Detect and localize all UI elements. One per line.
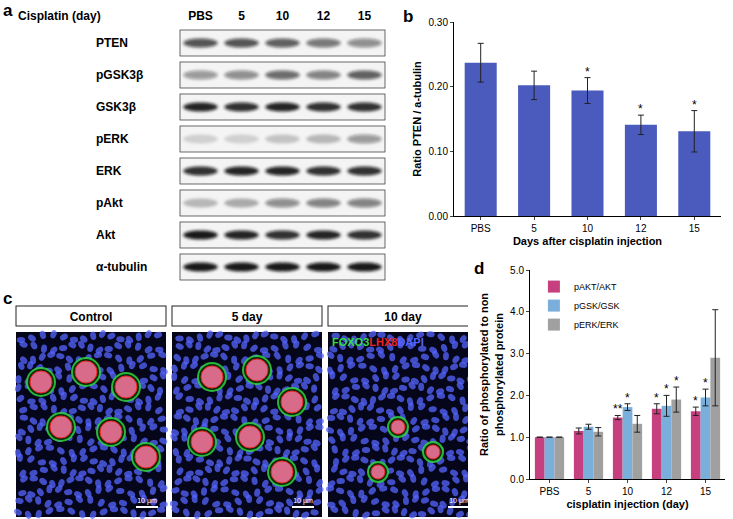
- svg-text:*: *: [664, 382, 669, 396]
- svg-text:cisplatin injection (day): cisplatin injection (day): [566, 498, 689, 510]
- svg-text:pERK: pERK: [96, 132, 129, 146]
- svg-text:*: *: [693, 394, 698, 408]
- svg-text:5.0: 5.0: [510, 265, 524, 276]
- svg-text:Control: Control: [70, 310, 113, 324]
- svg-text:10: 10: [582, 223, 594, 234]
- svg-text:12: 12: [635, 223, 647, 234]
- svg-text:*: *: [703, 376, 708, 390]
- svg-text:5: 5: [531, 223, 537, 234]
- svg-text:Days after cisplatin injection: Days after cisplatin injection: [513, 235, 662, 247]
- svg-text:5 day: 5 day: [232, 310, 263, 324]
- svg-text:pGSK3β: pGSK3β: [96, 68, 143, 82]
- svg-text:5: 5: [586, 486, 592, 497]
- svg-text:Ratio PTEN / a-tubulin: Ratio PTEN / a-tubulin: [411, 61, 423, 177]
- svg-text:10 μm: 10 μm: [449, 497, 469, 505]
- svg-text:PTEN: PTEN: [96, 36, 128, 50]
- svg-text:PBS: PBS: [188, 9, 213, 23]
- svg-text:pAKT/AKT: pAKT/AKT: [574, 282, 617, 292]
- svg-text:PBS: PBS: [539, 486, 559, 497]
- svg-text:2.0: 2.0: [510, 390, 524, 401]
- svg-text:15: 15: [689, 223, 701, 234]
- svg-text:GSK3β: GSK3β: [96, 100, 136, 114]
- svg-text:0.0: 0.0: [510, 474, 524, 485]
- svg-text:α-tubulin: α-tubulin: [96, 260, 147, 274]
- svg-text:0.00: 0.00: [429, 211, 449, 222]
- svg-text:1.0: 1.0: [510, 432, 524, 443]
- svg-text:**: **: [613, 402, 623, 416]
- svg-text:*: *: [674, 374, 679, 388]
- svg-text:*: *: [692, 98, 697, 112]
- svg-text:12: 12: [317, 9, 331, 23]
- svg-text:0.30: 0.30: [429, 17, 449, 28]
- svg-text:*: *: [585, 65, 590, 79]
- svg-text:0.10: 0.10: [429, 146, 449, 157]
- svg-text:10 μm: 10 μm: [137, 497, 157, 505]
- svg-text:*: *: [638, 102, 643, 116]
- svg-text:15: 15: [358, 9, 372, 23]
- svg-text:ERK: ERK: [96, 164, 122, 178]
- svg-text:15: 15: [700, 486, 712, 497]
- svg-text:PBS: PBS: [471, 223, 491, 234]
- svg-text:0.20: 0.20: [429, 81, 449, 92]
- svg-text:5: 5: [238, 9, 245, 23]
- svg-text:d: d: [474, 259, 484, 278]
- svg-text:c: c: [3, 289, 12, 308]
- svg-text:pERK/ERK: pERK/ERK: [574, 320, 619, 330]
- svg-text:4.0: 4.0: [510, 306, 524, 317]
- svg-text:a: a: [3, 1, 13, 20]
- svg-text:10 day: 10 day: [384, 310, 422, 324]
- svg-text:3.0: 3.0: [510, 348, 524, 359]
- svg-text:12: 12: [661, 486, 673, 497]
- svg-text:Cisplatin (day): Cisplatin (day): [18, 9, 101, 23]
- svg-text:10: 10: [276, 9, 290, 23]
- svg-text:FOXO3LHX8DAPI: FOXO3LHX8DAPI: [332, 336, 424, 348]
- svg-text:Akt: Akt: [96, 228, 115, 242]
- svg-text:*: *: [654, 391, 659, 405]
- svg-text:*: *: [625, 391, 630, 405]
- svg-text:pGSK/GSK: pGSK/GSK: [574, 301, 620, 311]
- svg-text:Ratio of phosphorylated to non: Ratio of phosphorylated to nonphosphoryl…: [478, 293, 504, 456]
- svg-text:b: b: [403, 7, 413, 26]
- svg-text:10 μm: 10 μm: [293, 497, 313, 505]
- svg-text:10: 10: [622, 486, 634, 497]
- svg-text:pAkt: pAkt: [96, 196, 123, 210]
